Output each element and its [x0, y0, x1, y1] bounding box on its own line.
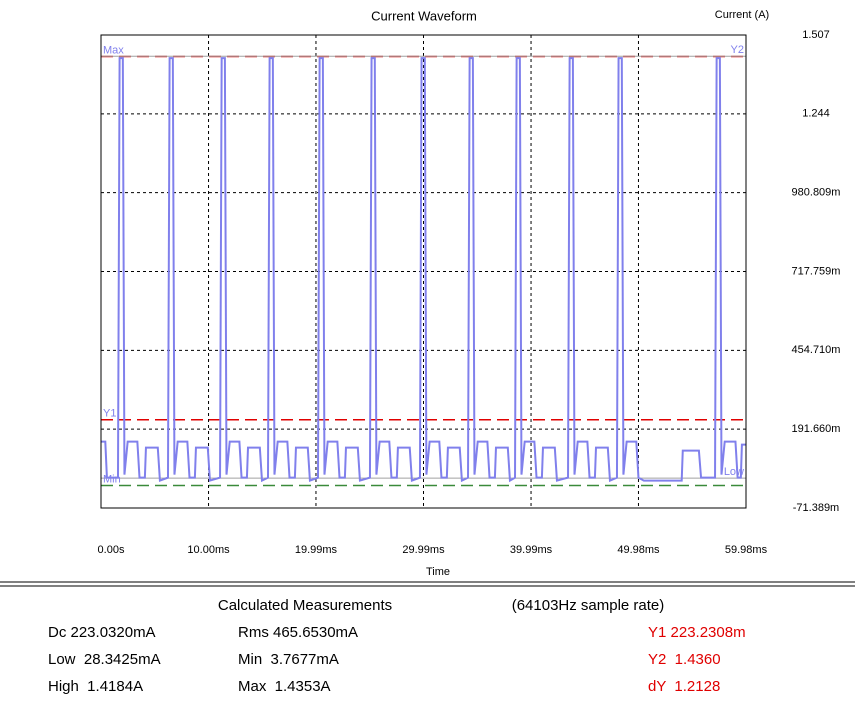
y-tick-label: 191.660m	[792, 423, 841, 435]
y-axis-label: Current (A)	[715, 9, 769, 21]
measurement: High 1.4184A	[48, 678, 143, 695]
measurements-title: Calculated Measurements	[218, 597, 392, 614]
x-tick-label: 10.00ms	[187, 544, 230, 556]
waveform	[101, 57, 746, 483]
measurement: Min 3.7677mA	[238, 651, 339, 668]
chart-title: Current Waveform	[371, 8, 477, 23]
y-tick-label: 980.809m	[792, 187, 841, 199]
x-tick-label: 29.99ms	[402, 544, 445, 556]
x-tick-label: 0.00s	[98, 544, 125, 556]
plot-border	[100, 34, 747, 509]
y-tick-label: 717.759m	[792, 265, 841, 277]
measurement: Max 1.4353A	[238, 678, 331, 695]
measurement: Rms 465.6530mA	[238, 624, 358, 641]
measurement: Dc 223.0320mA	[48, 624, 156, 641]
measurement: Y2 1.4360	[648, 651, 721, 668]
y-tick-label: -71.389m	[793, 502, 839, 514]
measurement: Y1 223.2308m	[648, 624, 746, 641]
sample-rate: (64103Hz sample rate)	[512, 597, 665, 614]
x-tick-label: 49.98ms	[617, 544, 660, 556]
y-tick-label: 1.507	[802, 29, 830, 41]
reference-label: Y2	[731, 44, 744, 56]
y-tick-label: 454.710m	[792, 344, 841, 356]
measurement: Low 28.3425mA	[48, 651, 161, 668]
x-tick-label: 19.99ms	[295, 544, 338, 556]
reference-label: Max	[103, 44, 124, 56]
reference-label: Y1	[103, 408, 116, 420]
reference-label: Low	[724, 466, 744, 478]
x-tick-label: 39.99ms	[510, 544, 553, 556]
x-tick-label: 59.98ms	[725, 544, 768, 556]
y-tick-label: 1.244	[802, 108, 830, 120]
x-axis-label: Time	[426, 566, 450, 578]
measurement: dY 1.2128	[648, 678, 720, 695]
